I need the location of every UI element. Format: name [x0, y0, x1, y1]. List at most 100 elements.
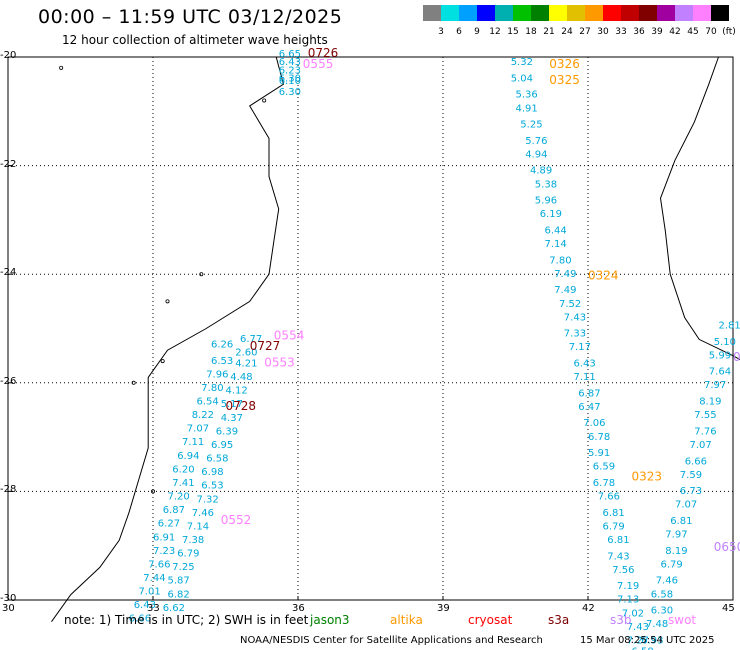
satellite-legend-item: altika — [390, 613, 423, 627]
wave-height-value: 5.32 — [511, 57, 533, 68]
satellite-legend-item: s3a — [548, 613, 570, 627]
legend-label: 33 — [615, 27, 627, 37]
wave-height-value: 7.20 — [168, 492, 190, 503]
generated-timestamp: 15 Mar 08:25:54 UTC 2025 — [580, 635, 715, 646]
wave-height-value: 5.10 — [714, 337, 736, 348]
wave-height-value: 7.06 — [583, 418, 605, 429]
wave-height-value: 6.62 — [163, 603, 185, 614]
wave-height-value: 4.89 — [530, 166, 552, 177]
wave-height-value: 7.23 — [153, 546, 175, 557]
wave-height-value: 2.60 — [235, 348, 257, 359]
legend-label: 36 — [633, 27, 645, 37]
wave-height-value: 7.11 — [182, 437, 204, 448]
wave-height-value: 6.91 — [153, 532, 175, 543]
wave-height-value: 6.30 — [651, 606, 673, 617]
wave-height-value: 7.25 — [172, 562, 194, 573]
wave-height-value: 7.56 — [612, 565, 634, 576]
latitude-label: -28 — [0, 484, 17, 496]
pass-time-label: 0554 — [274, 328, 305, 342]
wave-height-value: 8.19 — [665, 546, 687, 557]
wave-height-value: 7.96 — [206, 369, 228, 380]
pass-time-label: 0326 — [549, 57, 580, 71]
wave-height-value: 2.81 — [719, 321, 740, 332]
wave-height-value: 7.48 — [646, 619, 668, 630]
legend-swatch — [675, 5, 693, 21]
wave-height-value: 7.41 — [172, 478, 194, 489]
wave-height-value: 6.23 — [279, 65, 301, 76]
wave-height-value: 6.93 — [641, 635, 663, 646]
satellite-legend-item: swot — [668, 613, 697, 627]
wave-height-value: 6.30 — [279, 73, 301, 84]
wave-height-value: 6.27 — [158, 519, 180, 530]
wave-height-value: 7.46 — [192, 508, 214, 519]
legend-label: 39 — [651, 27, 663, 37]
latitude-label: -26 — [0, 375, 17, 387]
wave-height-value: 7.59 — [680, 470, 702, 481]
legend-swatch — [477, 5, 495, 21]
inland-water-mark — [131, 380, 136, 385]
pass-time-label: 0727 — [250, 339, 281, 353]
madagascar-coastline — [659, 56, 740, 361]
wave-height-value: 5.17 — [221, 399, 243, 410]
legend-swatch — [657, 5, 675, 21]
wave-height-value: 7.66 — [598, 492, 620, 503]
pass-time-label: 0552 — [221, 513, 252, 527]
wave-height-value: 6.20 — [172, 464, 194, 475]
pass-time-label: 0726 — [308, 46, 339, 60]
wave-height-value: 6.58 — [206, 454, 228, 465]
wave-height-value: 7.80 — [201, 383, 223, 394]
legend-swatch — [549, 5, 567, 21]
wave-height-value: 6.10 — [279, 76, 301, 87]
wave-height-value: 7.97 — [704, 380, 726, 391]
wave-height-value: 6.53 — [201, 481, 223, 492]
wave-height-value: 7.33 — [564, 329, 586, 340]
wave-height-value: 6.95 — [211, 440, 233, 451]
legend-label: 70 — [705, 27, 717, 37]
legend-label: 45 — [687, 27, 699, 37]
wave-height-value: 5.96 — [535, 196, 557, 207]
wave-height-value: 5.25 — [520, 120, 542, 131]
wave-height-value: 7.13 — [617, 595, 639, 606]
wave-height-value: 6.43 — [134, 600, 156, 611]
inland-water-mark — [160, 359, 165, 364]
wave-height-value: 6.65 — [279, 49, 301, 60]
map-frame — [7, 56, 734, 601]
legend-label: 6 — [456, 27, 462, 37]
wave-height-value: 6.87 — [163, 505, 185, 516]
pass-time-label: 064 — [733, 350, 740, 364]
wave-height-value: 6.79 — [661, 559, 683, 570]
wave-height-value: 7.80 — [549, 255, 571, 266]
legend-label: 21 — [543, 27, 555, 37]
pass-time-label: 0555 — [303, 57, 334, 71]
wave-height-value: 6.79 — [177, 549, 199, 560]
wave-height-value: 7.55 — [694, 410, 716, 421]
wave-height-value: 5.04 — [511, 73, 533, 84]
longitude-label: 36 — [292, 603, 305, 614]
wave-height-value: 6.81 — [607, 535, 629, 546]
inland-water-mark — [262, 98, 267, 103]
wave-height-value: 7.66 — [148, 559, 170, 570]
wave-height-value: 7.43 — [627, 622, 649, 633]
wave-height-value: 4.12 — [226, 386, 248, 397]
legend-label: 30 — [597, 27, 609, 37]
legend-swatch — [459, 5, 477, 21]
legend-swatch — [639, 5, 657, 21]
legend-swatch — [423, 5, 441, 21]
wave-height-value: 6.78 — [593, 478, 615, 489]
wave-height-value: 6.58 — [632, 646, 654, 650]
legend-swatch — [603, 5, 621, 21]
wave-height-value: 7.11 — [574, 372, 596, 383]
wave-height-value: 6.79 — [603, 521, 625, 532]
wave-height-value: 8.19 — [699, 397, 721, 408]
wave-height-value: 6.59 — [593, 462, 615, 473]
legend-swatch — [495, 5, 513, 21]
latitude-label: -20 — [0, 50, 17, 61]
wave-height-value: 6.98 — [201, 467, 223, 478]
wave-height-value: 7.97 — [665, 530, 687, 541]
legend-swatch — [441, 5, 459, 21]
wave-height-value: 7.64 — [709, 367, 731, 378]
wave-height-value: 7.07 — [187, 424, 209, 435]
wave-height-value: 4.48 — [230, 372, 252, 383]
wave-height-value: 6.81 — [603, 508, 625, 519]
